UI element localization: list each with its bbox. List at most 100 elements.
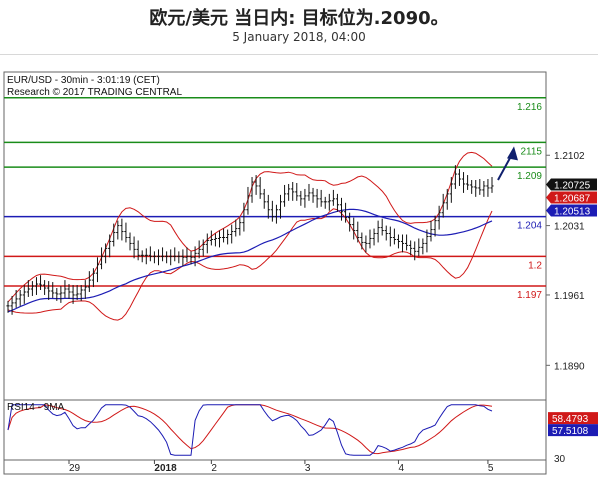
price-bar (104, 243, 108, 264)
level-label: 1.209 (517, 171, 542, 182)
price-bar (348, 212, 352, 232)
price-bar (63, 280, 67, 298)
rsi-value-tag: 57.5108 (548, 424, 598, 437)
forecast-arrow (497, 146, 518, 181)
price-bar (270, 200, 274, 222)
price-bar (201, 239, 205, 257)
price-bar (177, 251, 181, 264)
chart-title: EUR/USD - 30min - 3:01:19 (CET) (7, 75, 160, 86)
price-tag-box (546, 178, 597, 191)
header-divider (0, 54, 598, 55)
bollinger-bands (7, 151, 493, 321)
price-bar (226, 229, 230, 245)
price-bar (30, 281, 35, 296)
price-bar (266, 194, 270, 219)
page-title: 欧元/美元 当日内: 目标位为.2090。 (149, 8, 449, 29)
price-bar (47, 281, 51, 300)
price-bar (87, 271, 91, 292)
price-bar (193, 246, 197, 267)
x-tick-label: 2 (211, 463, 217, 474)
price-bar (246, 186, 250, 215)
price-bar (445, 188, 449, 210)
price-bar (189, 251, 193, 265)
price-bar (128, 232, 132, 251)
rsi-value-tag-label: 58.4793 (552, 414, 589, 425)
price-bar (144, 248, 148, 265)
price-panel-frame (3, 71, 547, 401)
price-bar (83, 280, 87, 299)
price-bar (262, 188, 266, 209)
price-bar (490, 177, 494, 193)
price-bar (258, 177, 262, 199)
price-bar (185, 247, 189, 263)
price-tag-label: 1.20725 (554, 180, 591, 191)
price-bar (136, 240, 140, 261)
price-bar (319, 189, 323, 207)
price-bar (465, 175, 470, 190)
price-bar (67, 284, 71, 299)
price-bar (339, 197, 344, 221)
price-bar (457, 169, 462, 186)
price-bar (417, 238, 421, 257)
price-tag-box (546, 204, 597, 217)
x-tick-label: 29 (69, 463, 81, 474)
x-tick-label: 5 (488, 463, 494, 474)
support-resistance-levels: 1.216 2115 1.209 1.204 1.2 1.197 (4, 97, 546, 301)
price-bar (242, 202, 246, 232)
level-label: 2115 (520, 146, 542, 157)
rsi-value-tag-box (548, 424, 598, 437)
price-bar (315, 188, 319, 208)
price-bar (26, 280, 30, 297)
price-bar (181, 249, 185, 267)
rsi-value-tag-label: 57.5108 (552, 426, 589, 437)
rsi-panel-frame (3, 399, 547, 461)
price-bar (169, 249, 173, 266)
price-bar (282, 184, 287, 207)
price-bar (173, 247, 177, 262)
price-bar (22, 285, 26, 304)
price-tag-label: 1.20513 (554, 206, 591, 217)
price-bar (364, 235, 368, 253)
price-bar (112, 223, 116, 247)
chart-copyright: Research © 2017 TRADING CENTRAL (7, 87, 182, 98)
price-bar (18, 290, 22, 306)
price-bar (461, 172, 466, 193)
level-label: 1.204 (517, 221, 542, 232)
price-bar (230, 224, 234, 244)
price-bar (254, 175, 258, 195)
price-bar (51, 282, 55, 298)
price-bar (303, 188, 307, 208)
price-bar (409, 240, 413, 256)
price-bar (38, 275, 43, 291)
price-bar (59, 286, 63, 303)
price-bar (124, 222, 128, 243)
rsi-tick-label: 30 (554, 454, 566, 465)
price-bar (140, 250, 144, 263)
price-bar (209, 230, 213, 246)
bollinger-lower (7, 208, 493, 321)
y-tick-label: 1.1890 (554, 361, 585, 372)
price-bar (368, 229, 372, 249)
price-bar (335, 193, 340, 212)
y-tick-label: 1.1961 (554, 291, 585, 302)
price-bar (482, 181, 486, 197)
price-bar (372, 228, 376, 246)
price-bar (250, 177, 254, 203)
price-bar (120, 218, 124, 241)
price-bar (55, 288, 59, 301)
price-bar (14, 290, 18, 308)
price-bar (278, 194, 283, 219)
price-tag-box (546, 191, 597, 204)
price-bar (165, 251, 169, 264)
price-bar (449, 177, 453, 203)
price-bar (360, 232, 364, 250)
price-bar (10, 295, 14, 315)
price-tag: 1.20687 (546, 191, 597, 204)
rsi-line (7, 404, 493, 456)
price-tag: 1.20725 (546, 178, 597, 191)
price-bar (486, 179, 490, 197)
price-bar (95, 257, 100, 283)
price-bar (217, 230, 222, 248)
price-bar (295, 182, 299, 201)
